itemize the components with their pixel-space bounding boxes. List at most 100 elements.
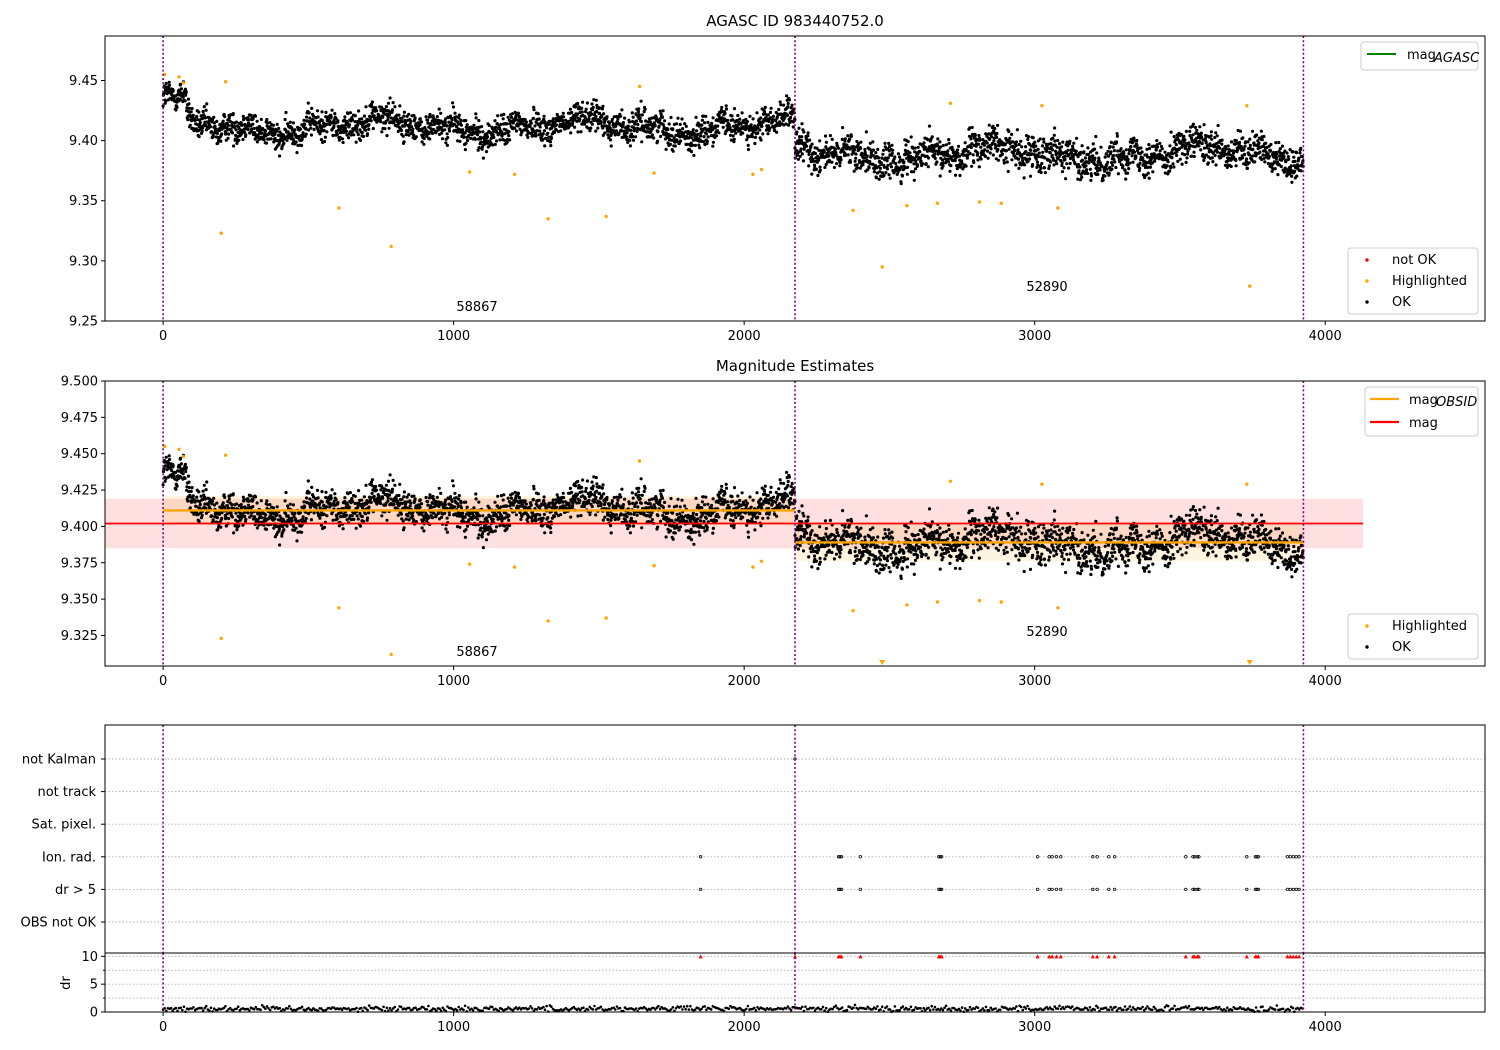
ok-point [728,133,733,137]
ok-point [1089,174,1094,178]
ok-point [1229,140,1234,144]
ok-point [338,135,342,139]
ok-point [398,482,402,486]
ok-point [383,127,387,131]
ok-point [640,113,644,117]
ok-point [302,118,306,122]
ok-point [631,120,635,124]
ok-point [391,478,395,482]
ok-point [701,114,706,118]
ok-point [1210,156,1214,160]
ok-point [1216,123,1220,128]
ok-point [343,126,348,130]
ok-point [461,511,465,515]
ok-point [548,140,553,144]
ok-point [215,501,219,505]
ok-point [1076,177,1080,181]
ok-point [828,134,833,138]
ok-point [344,129,348,133]
ok-point [324,110,328,114]
ok-point [1280,144,1285,148]
ok-point [1014,140,1019,144]
ok-point [555,123,559,127]
ok-point [1019,139,1023,143]
ok-point [493,119,497,123]
ok-point [1187,141,1191,145]
ok-point [1004,149,1009,153]
ok-point [336,119,340,123]
ok-point [341,527,345,531]
ok-point [916,163,920,167]
ok-point [437,107,441,111]
ok-point [240,123,244,127]
ok-point [244,133,248,137]
ok-point [1293,169,1297,173]
ok-point [734,131,738,135]
ok-point [480,147,484,151]
ok-point [493,529,497,533]
ok-point [241,495,245,499]
ok-point [464,141,468,145]
ok-point [989,135,994,139]
ok-point [610,117,615,121]
ok-point [756,126,760,130]
ok-point [507,514,511,518]
ok-point [369,500,373,504]
ok-point [913,146,917,150]
ok-point [706,135,710,139]
ok-point [322,525,327,530]
ok-point [1269,142,1273,147]
ok-point [933,152,937,156]
ok-point [241,137,245,142]
ok-point [1210,137,1214,141]
ok-point [859,140,863,144]
ok-point [960,161,964,166]
ok-point [356,517,360,521]
ok-point [538,125,542,129]
ok-point [409,119,413,123]
ok-point [815,146,819,150]
ok-point [1067,166,1071,170]
ok-point [294,526,298,530]
ok-point [838,161,842,165]
ok-point [277,126,281,130]
ok-point [771,114,776,118]
ok-point [958,173,962,178]
ok-point [418,117,422,121]
ok-point [308,123,312,127]
ok-point [818,165,822,169]
ok-point [312,511,316,515]
ok-point [234,511,238,515]
ok-point [854,152,858,156]
ok-point [584,110,588,114]
ok-point [740,111,744,115]
ok-point [204,488,208,492]
ok-point [947,138,951,142]
ok-point [927,124,932,128]
ok-point [1279,164,1283,169]
ok-point [1016,148,1020,152]
ok-point [230,503,234,507]
ok-point [786,105,790,109]
ok-point [1049,160,1053,164]
ok-point [658,109,662,113]
ok-point [286,122,290,126]
ok-point [252,126,256,131]
ok-point [1291,150,1295,154]
ok-point [921,162,925,166]
ok-point [673,144,677,148]
ok-point [849,134,854,138]
ok-point [393,105,397,109]
ok-point [220,132,224,136]
ok-point [614,129,619,133]
ok-point [570,110,574,115]
ok-point [889,165,894,169]
ok-point [1245,166,1249,170]
ok-point [977,165,981,169]
ok-point [1258,150,1262,154]
ok-point [983,148,987,152]
ok-point [591,105,595,109]
ok-point [315,109,320,113]
ok-point [948,169,952,173]
p1-xtick-label: 1000 [437,329,470,344]
